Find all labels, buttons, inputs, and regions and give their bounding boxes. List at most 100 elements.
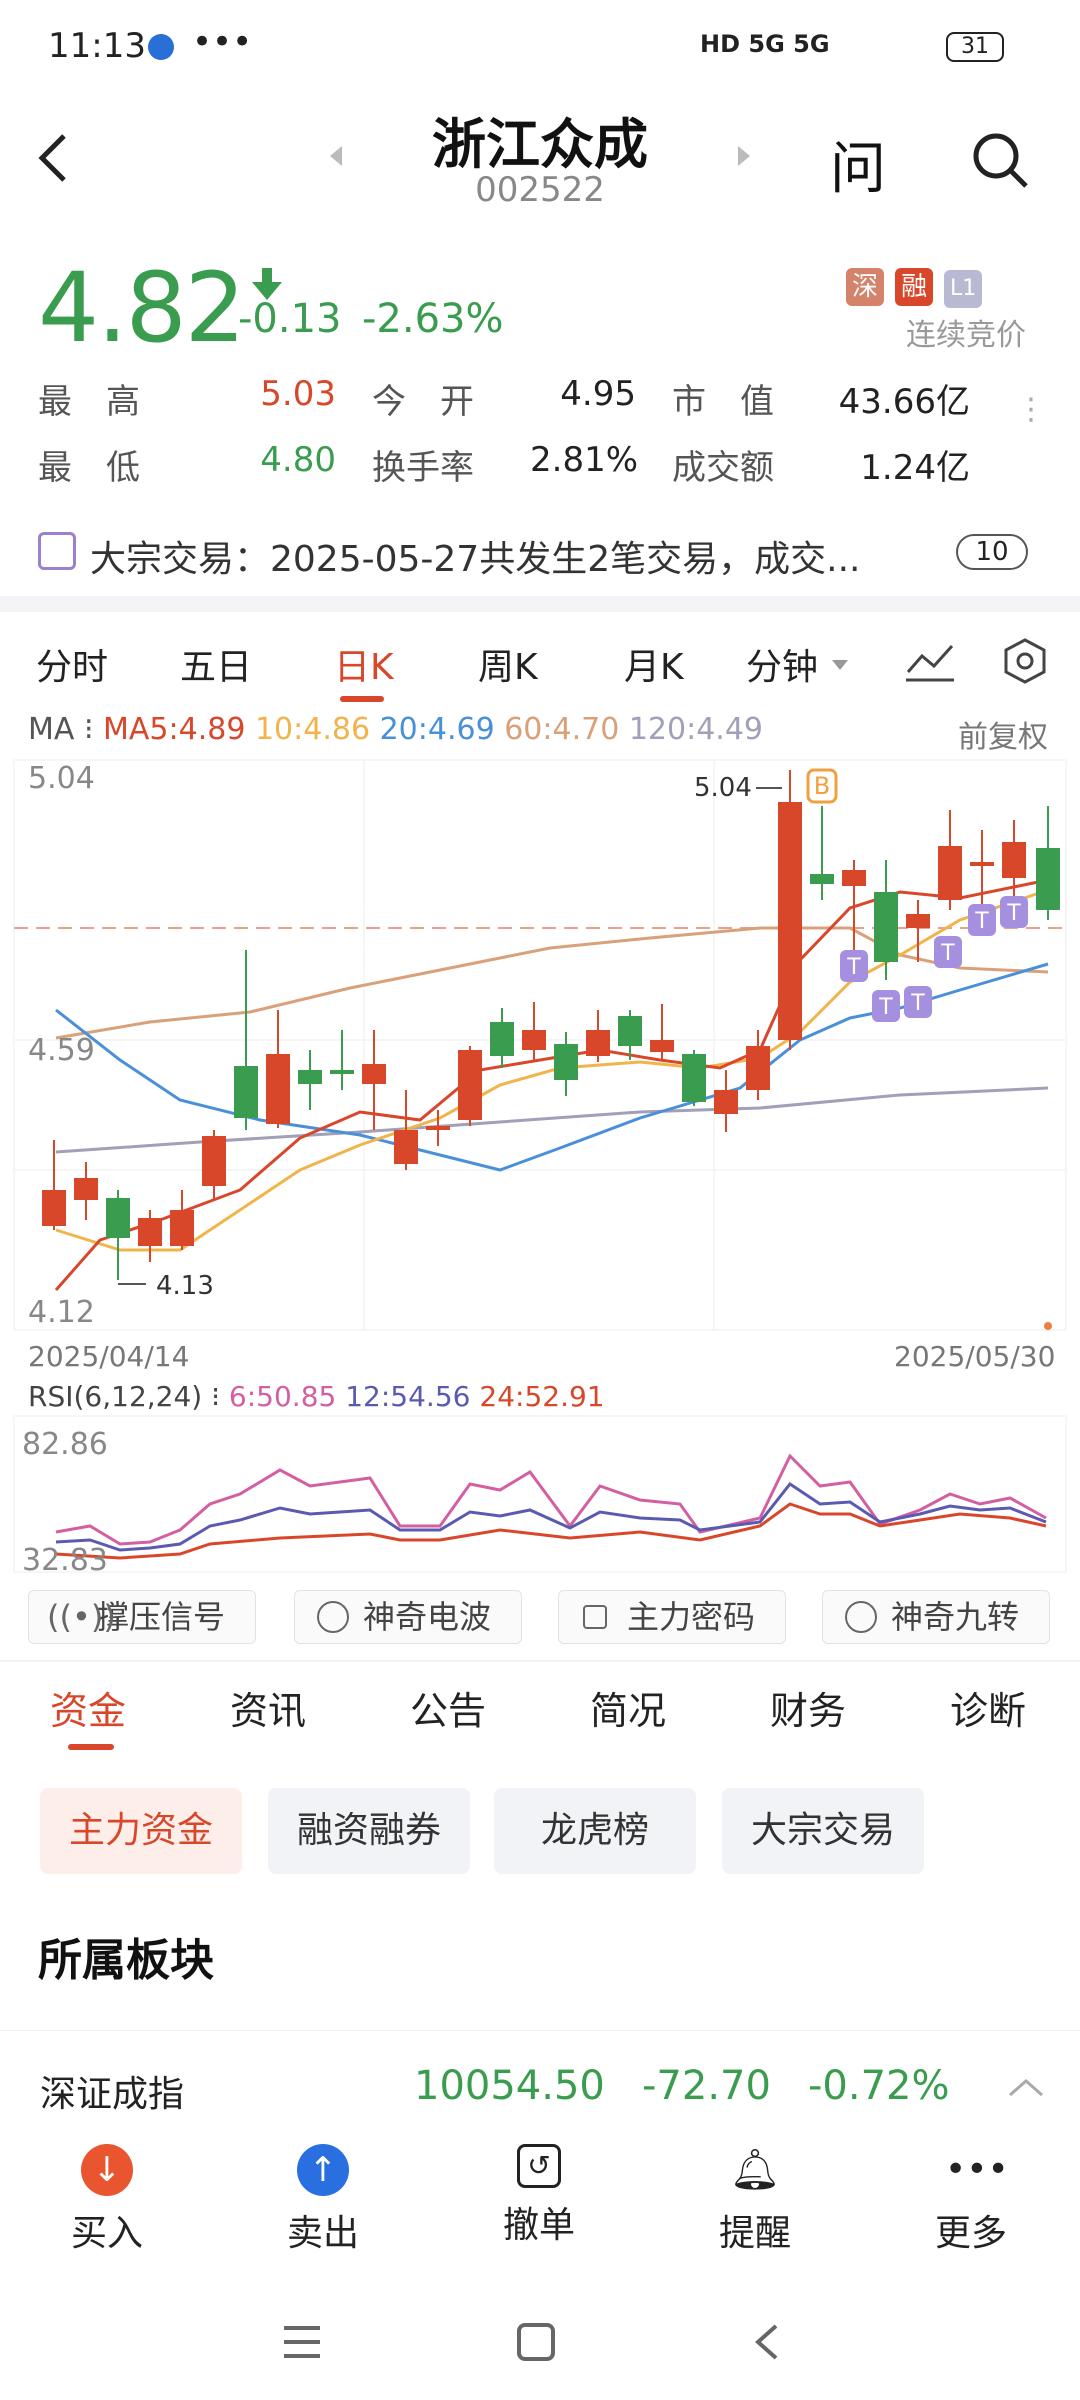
svg-text:T: T [940, 941, 955, 966]
chevron-up-icon[interactable] [1006, 2075, 1046, 2099]
kline-chart[interactable]: B TT T TT T 5.04 4.59 4.12 5.04 4.13 [0, 750, 1080, 1340]
active-tab-indicator [340, 696, 384, 702]
volume-label: 成交额 [672, 448, 774, 488]
tab-minute[interactable]: 分钟 [746, 647, 819, 688]
indicator-icon[interactable] [904, 638, 956, 684]
ask-button[interactable]: 问 [830, 124, 886, 205]
tab-announcements[interactable]: 公告 [410, 1689, 487, 1733]
status-time: 11:13 [48, 26, 146, 66]
svg-text:T: T [910, 991, 925, 1016]
home-icon[interactable] [516, 2322, 556, 2362]
pill-block-trade[interactable]: 大宗交易 [722, 1788, 924, 1874]
tab-overview[interactable]: 简况 [590, 1689, 667, 1733]
signal-magic-wave[interactable]: 神奇电波 [294, 1590, 522, 1644]
mcap-label: 市 值 [672, 382, 774, 422]
buy-button[interactable]: ↓ 买入 [32, 2130, 182, 2256]
market-badges: 深 融 L1 [846, 268, 983, 308]
trading-status: 连续竞价 [906, 318, 1026, 353]
back-button[interactable] [30, 128, 80, 188]
rsi-legend: RSI(6,12,24) ⁝ 6:50.85 12:54.56 24:52.91 [28, 1380, 605, 1413]
system-back-icon[interactable] [752, 2322, 782, 2362]
high-marker: 5.04 [694, 773, 752, 803]
tab-finance[interactable]: 财务 [770, 1689, 847, 1733]
date-end: 2025/05/30 [894, 1340, 1056, 1373]
ma5-value: MA5:4.89 [103, 712, 246, 747]
pill-main-funds[interactable]: 主力资金 [40, 1788, 242, 1874]
signal-magic-nine[interactable]: 神奇九转 [822, 1590, 1050, 1644]
chart-notice-icon [38, 532, 76, 570]
tab-monthly-k[interactable]: 月K [624, 647, 684, 688]
search-icon [973, 133, 1028, 188]
lock-icon [583, 1605, 607, 1629]
sell-icon: ↑ [297, 2144, 349, 2196]
caret-right-icon [738, 146, 750, 166]
tab-intraday[interactable]: 分时 [36, 647, 109, 688]
rsi24-value: 24:52.91 [479, 1380, 605, 1413]
ma120-value: 120:4.49 [628, 712, 764, 747]
y-axis-mid: 4.59 [28, 1033, 95, 1068]
tab-diagnosis[interactable]: 诊断 [950, 1689, 1027, 1733]
pill-dragon-tiger[interactable]: 龙虎榜 [494, 1788, 696, 1874]
open-label: 今 开 [372, 382, 474, 422]
section-title: 所属板块 [38, 1935, 214, 1986]
turnover-label: 换手率 [372, 448, 474, 488]
index-pct: -0.72% [808, 2063, 950, 2109]
rsi6-value: 6:50.85 [228, 1380, 337, 1413]
candles [42, 770, 1060, 1280]
chevron-circle-icon [845, 1601, 877, 1633]
ma-label: MA [28, 712, 75, 747]
more-button[interactable]: ••• 更多 [896, 2130, 1046, 2256]
index-name: 深证成指 [40, 2074, 185, 2115]
tab-five-day[interactable]: 五日 [180, 647, 253, 688]
sell-button[interactable]: ↑ 卖出 [248, 2130, 398, 2256]
index-bar[interactable]: 深证成指 10054.50 -72.70 -0.72% [0, 2030, 1080, 2140]
stock-title: 浙江众成 [432, 113, 648, 176]
svg-text:T: T [878, 995, 893, 1020]
mcap-value: 43.66亿 [838, 382, 970, 422]
block-trade-notice[interactable]: 大宗交易：2025-05-27共发生2笔交易，成交... 10 [0, 508, 1080, 598]
y-axis-bottom: 4.12 [28, 1295, 95, 1330]
index-value: 10054.50 [414, 2063, 605, 2109]
bottom-nav: ↓ 买入 ↑ 卖出 ↺ 撤单 🔔︎ 提醒 ••• 更多 [0, 2130, 1080, 2280]
ask-icon: 问 [830, 137, 886, 202]
ma-legend: MA ⁝ MA5:4.89 10:4.86 20:4.69 60:4.70 12… [28, 712, 764, 747]
recents-icon[interactable] [282, 2324, 322, 2360]
ma20-value: 20:4.69 [379, 712, 495, 747]
next-stock-button[interactable] [734, 144, 754, 172]
tab-news[interactable]: 资讯 [230, 1689, 307, 1733]
settings-icon[interactable] [1000, 636, 1050, 686]
low-label: 最 低 [38, 448, 140, 488]
badge-shenzhen: 深 [846, 268, 884, 306]
current-price: 4.82 [38, 252, 246, 364]
cancel-order-icon: ↺ [517, 2144, 561, 2188]
back-arrow-icon [38, 134, 66, 182]
cancel-order-button[interactable]: ↺ 撤单 [464, 2130, 614, 2248]
prev-stock-button[interactable] [326, 144, 346, 172]
low-value: 4.80 [260, 440, 336, 480]
search-button[interactable] [970, 130, 1030, 194]
bell-icon: 🔔︎ [729, 2147, 781, 2193]
notice-text: 大宗交易：2025-05-27共发生2笔交易，成交... [90, 539, 861, 580]
b-badge: B [806, 768, 838, 804]
rsi-chart[interactable]: 82.86 32.83 [0, 1414, 1080, 1574]
tab-funds[interactable]: 资金 [50, 1689, 127, 1733]
down-arrow-icon [252, 268, 282, 308]
volume-value: 1.24亿 [860, 448, 970, 488]
y-axis-top: 5.04 [28, 761, 95, 796]
high-value: 5.03 [260, 374, 336, 414]
notice-count: 10 [956, 534, 1028, 570]
pill-margin-trading[interactable]: 融资融券 [268, 1788, 470, 1874]
quote-more-icon[interactable]: ⋮ [1016, 392, 1046, 427]
network-indicator: HD 5G 5G [700, 30, 830, 58]
adjust-mode[interactable]: 前复权 [958, 720, 1048, 755]
t-badges [840, 896, 1028, 1022]
alert-button[interactable]: 🔔︎ 提醒 [680, 2130, 830, 2256]
tab-weekly-k[interactable]: 周K [478, 647, 538, 688]
signal-support-resistance[interactable]: ((•)) 撑压信号 [28, 1590, 256, 1644]
high-label: 最 高 [38, 382, 140, 422]
status-bar: 11:13 ••• HD 5G 5G 31 [0, 0, 1080, 96]
index-change: -72.70 [642, 2063, 771, 2109]
tab-daily-k[interactable]: 日K [334, 647, 394, 688]
more-notifications-icon: ••• [192, 22, 253, 62]
signal-main-force-code[interactable]: 主力密码 [558, 1590, 786, 1644]
